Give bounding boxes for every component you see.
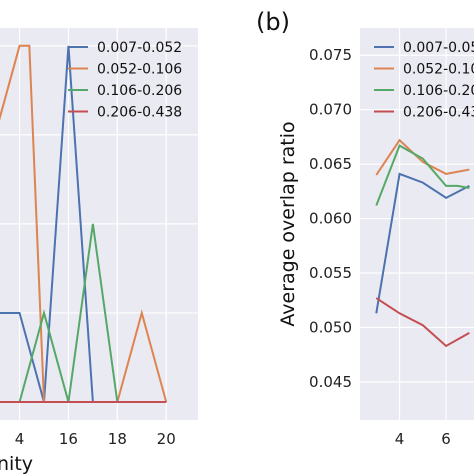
panel-b-y-label: Average overlap ratio bbox=[277, 121, 299, 326]
legend-label: 0.007-0.05 bbox=[403, 40, 474, 56]
x-tick-label: 16 bbox=[59, 430, 78, 448]
panel-b-grid bbox=[360, 28, 474, 420]
y-tick-label: 0.075 bbox=[309, 46, 352, 64]
x-tick-label: 4 bbox=[15, 430, 25, 448]
panel-a-series bbox=[0, 44, 168, 403]
panel-b-label: (b) bbox=[256, 8, 290, 36]
series-line bbox=[375, 138, 470, 176]
series-line bbox=[375, 144, 470, 206]
y-tick-label: 0.045 bbox=[309, 373, 352, 391]
panel-b-legend: 0.007-0.05 0.052-0.10 0.106-0.20 0.206-0.43 bbox=[374, 40, 474, 121]
x-tick-label: 20 bbox=[157, 430, 176, 448]
panel-b: (b) 0.0450.0500.0550.0600.0650.0700.075 … bbox=[256, 8, 474, 448]
legend-label: 0.206-0.43 bbox=[403, 105, 474, 121]
panel-b-y-ticks: 0.045 0.050 0.055 0.060 0.065 0.070 0.075 bbox=[309, 46, 352, 391]
legend-label: 0.052-0.106 bbox=[97, 62, 182, 78]
legend-label: 0.007-0.052 bbox=[97, 40, 182, 56]
panel-b-plot-area bbox=[360, 28, 474, 420]
x-tick-label: 18 bbox=[108, 430, 127, 448]
panel-a: 4 16 18 20 nity 0.007-0.052 0.052-0.106 0.106… bbox=[0, 28, 198, 474]
y-tick-label: 0.055 bbox=[309, 264, 352, 282]
x-tick-label: 4 bbox=[395, 430, 405, 448]
panel-b-series bbox=[375, 138, 470, 348]
panel-a-x-ticks: 4 16 18 20 bbox=[15, 430, 176, 448]
panel-a-x-label: nity bbox=[0, 453, 33, 474]
y-tick-label: 0.050 bbox=[309, 318, 352, 336]
series-line bbox=[375, 172, 470, 314]
legend-label: 0.106-0.206 bbox=[97, 83, 182, 99]
legend-label: 0.206-0.438 bbox=[97, 105, 182, 121]
legend-label: 0.052-0.10 bbox=[403, 62, 474, 78]
legend-label: 0.106-0.20 bbox=[403, 83, 474, 99]
series-line bbox=[375, 297, 470, 348]
y-tick-label: 0.070 bbox=[309, 101, 352, 119]
y-tick-label: 0.065 bbox=[309, 155, 352, 173]
y-tick-label: 0.060 bbox=[309, 210, 352, 228]
x-tick-label: 6 bbox=[441, 430, 451, 448]
panel-a-legend: 0.007-0.052 0.052-0.106 0.106-0.206 0.206-0… bbox=[68, 40, 182, 121]
